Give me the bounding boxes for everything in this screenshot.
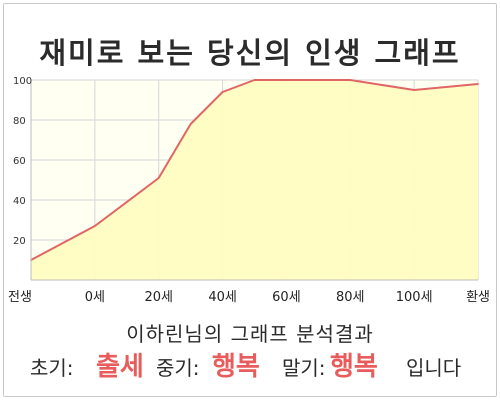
analysis-summary: 이하린님의 그래프 분석결과	[126, 322, 374, 346]
result-suffix: 입니다	[406, 356, 462, 380]
data-point	[253, 79, 256, 81]
area-fill	[31, 80, 478, 280]
y-tick-label: 40	[13, 196, 26, 207]
late-value: 행복	[330, 352, 378, 382]
late-label: 말기:	[282, 356, 326, 380]
early-value: 출세	[96, 352, 144, 382]
y-tick-label: 80	[13, 116, 26, 127]
mid-value: 행복	[212, 352, 260, 382]
data-point	[157, 177, 160, 179]
x-tick-label: 60세	[272, 290, 301, 305]
early-label: 초기:	[30, 356, 74, 380]
data-point	[413, 89, 415, 91]
y-tick-label: 20	[13, 236, 26, 247]
data-point	[221, 91, 224, 93]
x-tick-label: 80세	[336, 290, 365, 305]
x-tick-label: 0세	[85, 290, 105, 305]
y-tick-label: 100	[13, 76, 32, 87]
x-tick-label: 환생	[466, 290, 490, 305]
data-point	[477, 83, 479, 85]
data-point	[189, 123, 192, 125]
y-tick-label: 60	[13, 156, 26, 167]
x-tick-label: 100세	[396, 290, 433, 305]
data-point	[349, 79, 352, 81]
x-tick-label: 전생	[8, 290, 32, 305]
analysis-result: 초기: 출세 중기: 행복 말기: 행복 입니다	[0, 346, 500, 382]
series-line	[30, 79, 479, 261]
x-tick-label: 20세	[144, 290, 173, 305]
data-point	[94, 225, 96, 227]
page-title: 재미로 보는 당신의 인생 그래프	[39, 36, 461, 70]
data-point	[285, 79, 288, 81]
mid-label: 중기:	[156, 356, 200, 380]
x-tick-label: 40세	[208, 290, 237, 305]
